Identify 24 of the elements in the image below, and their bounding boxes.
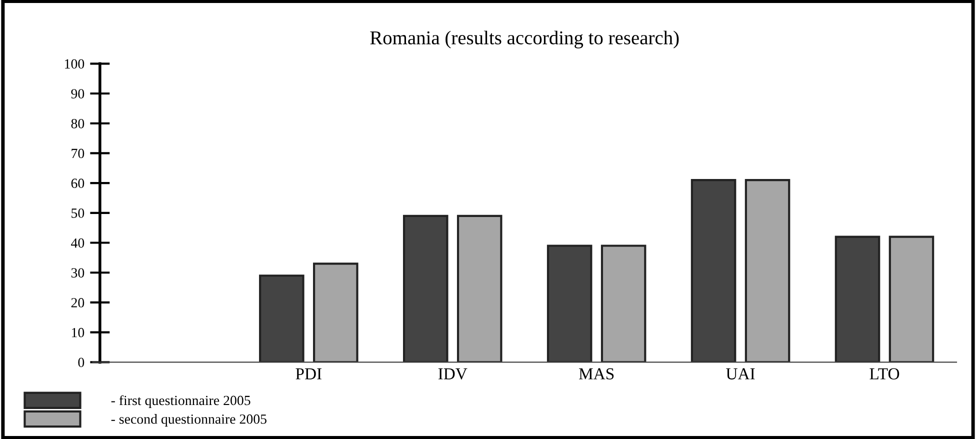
legend-label: - first questionnaire 2005 — [111, 395, 250, 408]
x-tick-label: UAI — [726, 368, 755, 380]
x-tick-label: LTO — [870, 368, 900, 380]
chart-title: Romania (results according to research) — [370, 30, 679, 48]
bar — [888, 236, 934, 362]
legend-label: - second questionnaire 2005 — [111, 414, 266, 427]
y-tick-label: 20 — [71, 298, 84, 308]
y-tick-label: 80 — [71, 118, 84, 128]
y-tick-label: 30 — [71, 268, 84, 278]
y-tick-label: 100 — [65, 59, 84, 69]
y-tick-label: 60 — [71, 178, 84, 188]
y-tick-label: 90 — [71, 89, 84, 98]
x-tick-label: IDV — [438, 368, 468, 380]
y-tick-label: 50 — [72, 208, 84, 218]
y-tick-label: 10 — [72, 328, 84, 338]
bar — [744, 179, 790, 362]
y-tick-label: 40 — [71, 238, 84, 248]
bar — [600, 244, 646, 362]
x-tick-label: MAS — [578, 368, 614, 380]
y-tick-label: 70 — [72, 148, 84, 158]
bar — [456, 214, 502, 362]
x-tick-label: PDI — [296, 368, 322, 380]
bar — [313, 262, 358, 362]
y-tick-label: 0 — [78, 358, 84, 368]
